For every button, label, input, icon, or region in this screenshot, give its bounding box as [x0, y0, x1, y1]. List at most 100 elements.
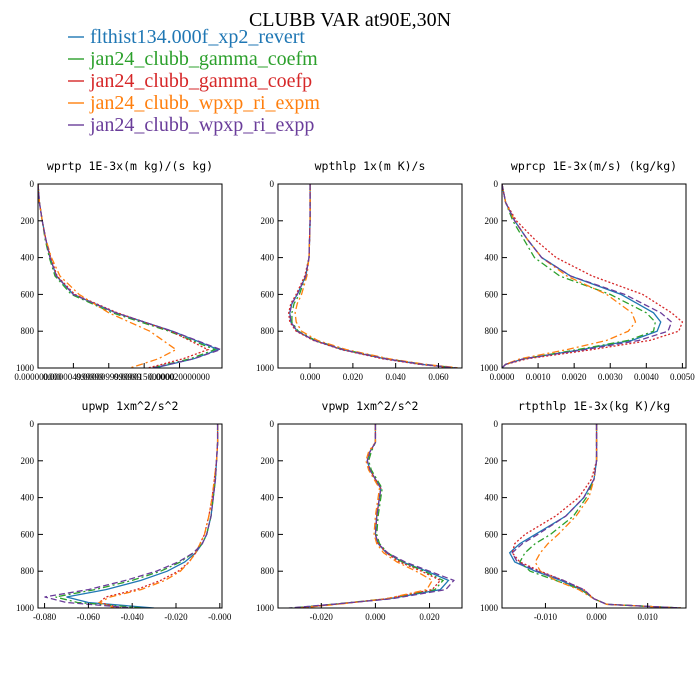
x-tick-label-2-3: 0.0030 — [598, 372, 623, 382]
y-tick-label-2-4: 800 — [485, 326, 499, 336]
y-tick-label-2-2: 400 — [485, 253, 499, 263]
y-tick-label-5-4: 800 — [485, 566, 499, 576]
x-tick-label-3-3: -0.020 — [164, 612, 188, 622]
x-tick-label-3-4: -0.000 — [208, 612, 232, 622]
series-group-2 — [502, 184, 684, 368]
series-line-5-2 — [511, 424, 681, 608]
y-tick-label-4-4: 800 — [261, 566, 275, 576]
x-tick-label-1-1: 0.020 — [343, 372, 364, 382]
x-tick-label-2-1: 0.0010 — [526, 372, 551, 382]
plot-frame-2 — [501, 183, 687, 369]
series-line-3-0 — [66, 424, 219, 608]
figure-title: CLUBB VAR at90E,30N — [249, 9, 451, 31]
series-line-5-0 — [508, 424, 681, 608]
y-tick-label-3-0: 0 — [30, 419, 35, 429]
series-group-5 — [508, 424, 681, 608]
x-tick-label-1-3: 0.060 — [428, 372, 449, 382]
series-line-5-4 — [511, 424, 681, 608]
y-tick-label-1-1: 200 — [261, 216, 275, 226]
panel-title-3: upwp 1xm^2/s^2 — [82, 399, 179, 413]
series-line-4-3 — [299, 424, 434, 608]
y-tick-label-3-5: 1000 — [16, 603, 35, 613]
legend-label-1: jan24_clubb_gamma_coefm — [89, 48, 318, 70]
series-line-3-2 — [97, 424, 219, 608]
legend-label-3: jan24_clubb_wpxp_ri_expm — [89, 92, 320, 114]
y-tick-label-3-4: 800 — [21, 566, 35, 576]
series-line-0-4 — [38, 184, 222, 368]
x-tick-label-2-4: 0.0040 — [634, 372, 659, 382]
panel-title-5: rtpthlp 1E-3x(kg K)/kg — [518, 399, 670, 413]
x-tick-label-5-1: 0.000 — [586, 612, 607, 622]
x-tick-label-0-4: 0.000020000000 — [149, 372, 210, 382]
x-tick-label-0-1: 0.000004999999 — [43, 372, 104, 382]
y-tick-label-0-2: 400 — [21, 253, 35, 263]
y-tick-label-5-5: 1000 — [480, 603, 499, 613]
y-tick-label-2-0: 0 — [494, 179, 499, 189]
series-line-0-3 — [38, 184, 178, 368]
legend: flthist134.000f_xp2_revertjan24_clubb_ga… — [68, 26, 320, 136]
panel-title-4: vpwp 1xm^2/s^2 — [322, 399, 419, 413]
plot-frame-4 — [277, 423, 463, 609]
panel-0: wprtp 1E-3x(m kg)/(s kg) 0 200 400 600 800 100… — [14, 159, 223, 382]
y-tick-label-0-4: 800 — [21, 326, 35, 336]
y-tick-label-5-1: 200 — [485, 456, 499, 466]
y-tick-label-1-5: 1000 — [256, 363, 275, 373]
plot-frame-0 — [37, 183, 223, 369]
y-tick-label-0-1: 200 — [21, 216, 35, 226]
legend-label-0: flthist134.000f_xp2_revert — [90, 26, 305, 48]
series-line-2-4 — [502, 184, 673, 368]
y-tick-label-3-2: 400 — [21, 493, 35, 503]
x-tick-label-0-0: 0.000000000 — [14, 372, 62, 382]
x-tick-label-4-2: 0.020 — [419, 612, 440, 622]
x-tick-label-4-1: 0.000 — [365, 612, 386, 622]
y-tick-label-0-3: 600 — [21, 289, 35, 299]
y-tick-label-0-5: 1000 — [16, 363, 35, 373]
panel-1: wpthlp 1x(m K)/s 0 200 400 600 800 1000 0.000 0.… — [256, 159, 463, 382]
y-tick-label-1-0: 0 — [270, 179, 275, 189]
x-tick-label-4-0: -0.020 — [310, 612, 334, 622]
panels: wprtp 1E-3x(m kg)/(s kg) 0 200 400 600 800 100… — [14, 159, 695, 622]
panel-title-1: wpthlp 1x(m K)/s — [315, 159, 426, 173]
y-tick-label-5-3: 600 — [485, 529, 499, 539]
x-tick-label-3-0: -0.080 — [33, 612, 57, 622]
series-group-4 — [288, 424, 455, 608]
y-tick-label-4-0: 0 — [270, 419, 275, 429]
y-tick-label-0-0: 0 — [30, 179, 35, 189]
y-tick-label-4-5: 1000 — [256, 603, 275, 613]
series-line-1-4 — [289, 184, 457, 368]
series-line-4-0 — [294, 424, 450, 608]
series-line-4-1 — [291, 424, 445, 608]
series-line-2-1 — [502, 184, 657, 368]
series-group-3 — [44, 424, 219, 608]
panel-title-2: wprcp 1E-3x(m/s) (kg/kg) — [511, 159, 677, 173]
plot-frame-5 — [501, 423, 687, 609]
series-line-5-1 — [519, 424, 681, 608]
legend-label-2: jan24_clubb_gamma_coefp — [89, 70, 312, 92]
panel-title-0: wprtp 1E-3x(m kg)/(s kg) — [47, 159, 213, 173]
y-tick-label-1-4: 800 — [261, 326, 275, 336]
series-line-2-3 — [502, 184, 637, 368]
series-line-4-2 — [296, 424, 442, 608]
x-tick-label-3-1: -0.060 — [77, 612, 101, 622]
plot-frame-1 — [277, 183, 463, 369]
x-tick-label-2-5: 0.0050 — [670, 372, 695, 382]
y-tick-label-4-3: 600 — [261, 529, 275, 539]
plot-frame-3 — [37, 423, 223, 609]
y-tick-label-2-5: 1000 — [480, 363, 499, 373]
x-tick-label-3-2: -0.040 — [121, 612, 145, 622]
x-tick-label-5-0: -0.010 — [534, 612, 558, 622]
panel-2: wprcp 1E-3x(m/s) (kg/kg) 0 200 400 600 800 100… — [480, 159, 695, 382]
series-line-5-3 — [534, 424, 681, 608]
x-tick-label-0-3: 0.000015000000 — [114, 372, 175, 382]
series-group-0 — [38, 184, 222, 368]
series-line-0-1 — [38, 184, 217, 368]
series-line-4-4 — [288, 424, 455, 608]
series-group-1 — [288, 184, 460, 368]
y-tick-label-1-2: 400 — [261, 253, 275, 263]
panel-5: rtpthlp 1E-3x(kg K)/kg 0 200 400 600 800 1000 -… — [480, 399, 687, 622]
series-line-3-4 — [44, 424, 219, 608]
x-tick-label-1-2: 0.040 — [386, 372, 407, 382]
y-tick-label-2-1: 200 — [485, 216, 499, 226]
x-tick-label-1-0: 0.000 — [300, 372, 321, 382]
y-tick-label-5-0: 0 — [494, 419, 499, 429]
